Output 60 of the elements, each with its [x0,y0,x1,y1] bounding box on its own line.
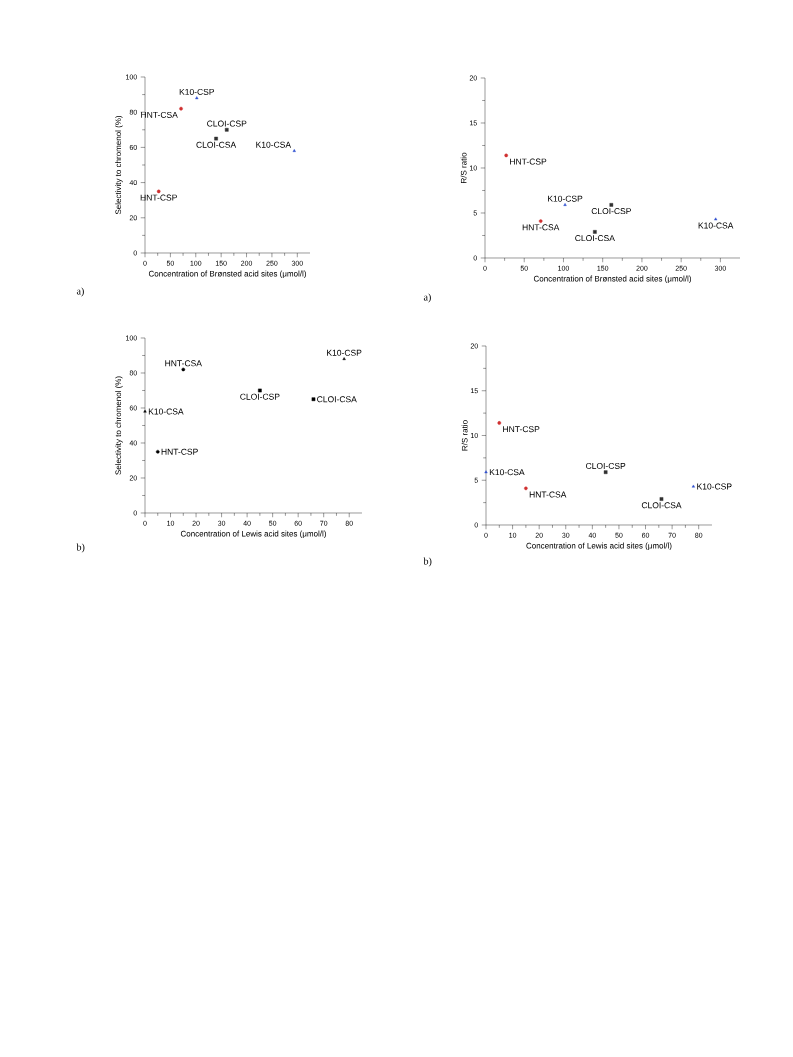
x-axis-title: Concentration of Brønsted acid sites (μmol/l) [148,270,306,279]
series-label: CLOI-CSP [591,208,631,215]
point [504,153,508,158]
y-axis-title: R/S ratio [461,420,468,451]
series-label: HNT-CSA [522,224,560,231]
point [181,367,186,372]
series-label: CLOI-CSP [207,120,247,127]
point [224,127,229,132]
series-label: K10-CSA [148,408,184,415]
point [292,149,296,152]
series-label: CLOI-CSA [641,502,682,509]
point [484,470,488,474]
point [214,136,218,141]
y-axis-title: R/S ratio [460,152,467,183]
series-label: HNT-CSP [140,194,177,201]
text: a) [423,293,431,303]
text: b) [423,557,432,567]
series-label: K10-CSP [697,483,732,490]
series-label: HNT-CSA [165,360,202,367]
y-axis-title: Selectivity to chromenol (%) [115,376,123,475]
point [563,203,567,206]
y-axis-title: Selectivity to chromenol (%) [115,115,123,215]
x-axis-title: Concentration of Brønsted acid sites (μmol/l) [533,275,691,284]
point [143,409,147,413]
series-label: HNT-CSP [503,426,540,433]
point [603,470,608,474]
series-label: HNT-CSP [510,158,547,165]
series-label: K10-CSA [256,141,292,148]
point [691,484,695,488]
series-label: CLOI-CSA [575,235,615,242]
x-axis-title: Concentration of Lewis acid sites (μmol/l) [180,530,326,539]
series-label: HNT-CSA [141,111,178,118]
point [593,230,597,234]
series-label: CLOI-CSP [586,462,626,469]
point [497,421,502,425]
point [609,203,614,207]
point [342,357,346,360]
text: a) [76,287,84,297]
series-label: HNT-CSA [529,491,567,498]
point [714,217,718,221]
series-label: CLOI-CSA [317,396,357,403]
series-label: K10-CSP [327,349,362,356]
point [155,449,160,454]
point [524,486,528,491]
series-label: HNT-CSP [161,448,198,455]
series-label: K10-CSA [489,469,525,476]
series-label: K10-CSP [179,88,215,95]
x-axis-title: Concentration of Lewis acid sites (μmol/l) [526,542,672,551]
series-label: K10-CSA [698,222,734,229]
text: b) [76,543,85,553]
series-label: CLOI-CSA [196,141,237,148]
point [538,219,543,223]
point [195,96,199,100]
point [659,497,664,501]
series-label: CLOI-CSP [240,393,280,400]
point [258,388,262,393]
point [311,397,316,402]
point [156,189,161,194]
point [179,106,183,111]
series-label: K10-CSP [548,195,583,202]
